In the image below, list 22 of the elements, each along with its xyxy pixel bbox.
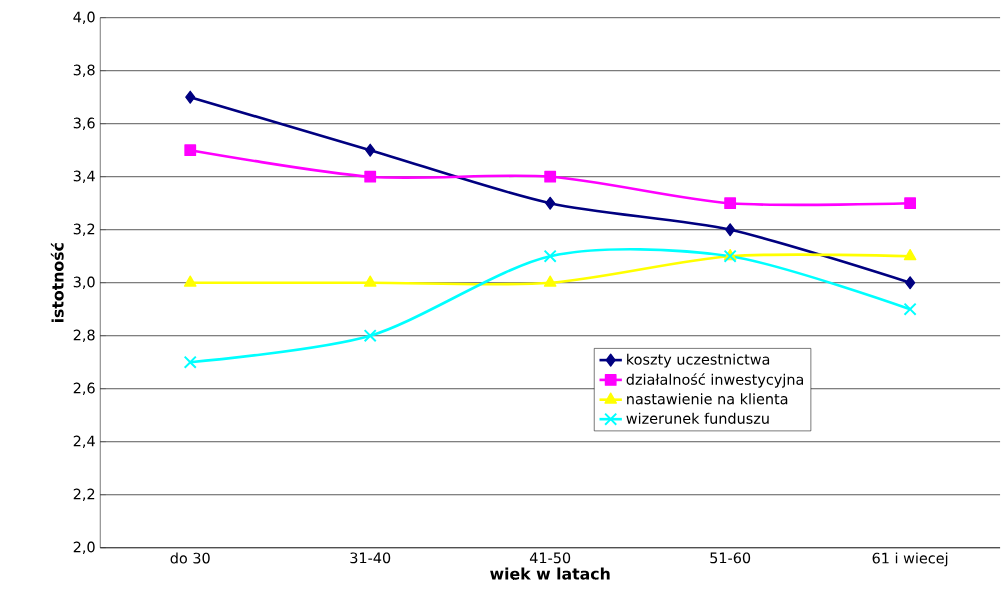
y-tick-label: 2,8 [73,329,95,343]
y-tick-label: 3,8 [73,64,95,78]
y-tick-label: 3,6 [73,117,95,131]
legend-label: koszty uczestnictwa [627,353,770,368]
legend-label: nastawienie na klienta [627,393,788,405]
y-tick-label: 2,4 [73,435,95,449]
x-tick-label: 51-60 [710,552,751,564]
y-tick-label: 2,0 [73,541,95,555]
y-tick-label: 3,4 [73,170,95,184]
x-tick-label: do 30 [170,552,210,564]
y-tick-label: 3,0 [73,276,95,290]
legend-label: wizerunek funduszu [626,412,769,424]
x-tick-label: 41-50 [529,552,571,564]
x-tick-label: 61 i wiecej [872,552,948,567]
legend-label: działalność inwestycyjna [626,373,804,388]
y-tick-label: 2,2 [73,488,95,502]
y-tick-label: 2,6 [73,382,95,396]
y-tick-label: 4,0 [73,11,95,24]
x-axis-title: wiek w latach [490,567,610,580]
x-tick-label: 31-40 [350,552,391,564]
y-axis-title: istotność [50,242,64,323]
y-tick-label: 3,2 [73,223,95,237]
